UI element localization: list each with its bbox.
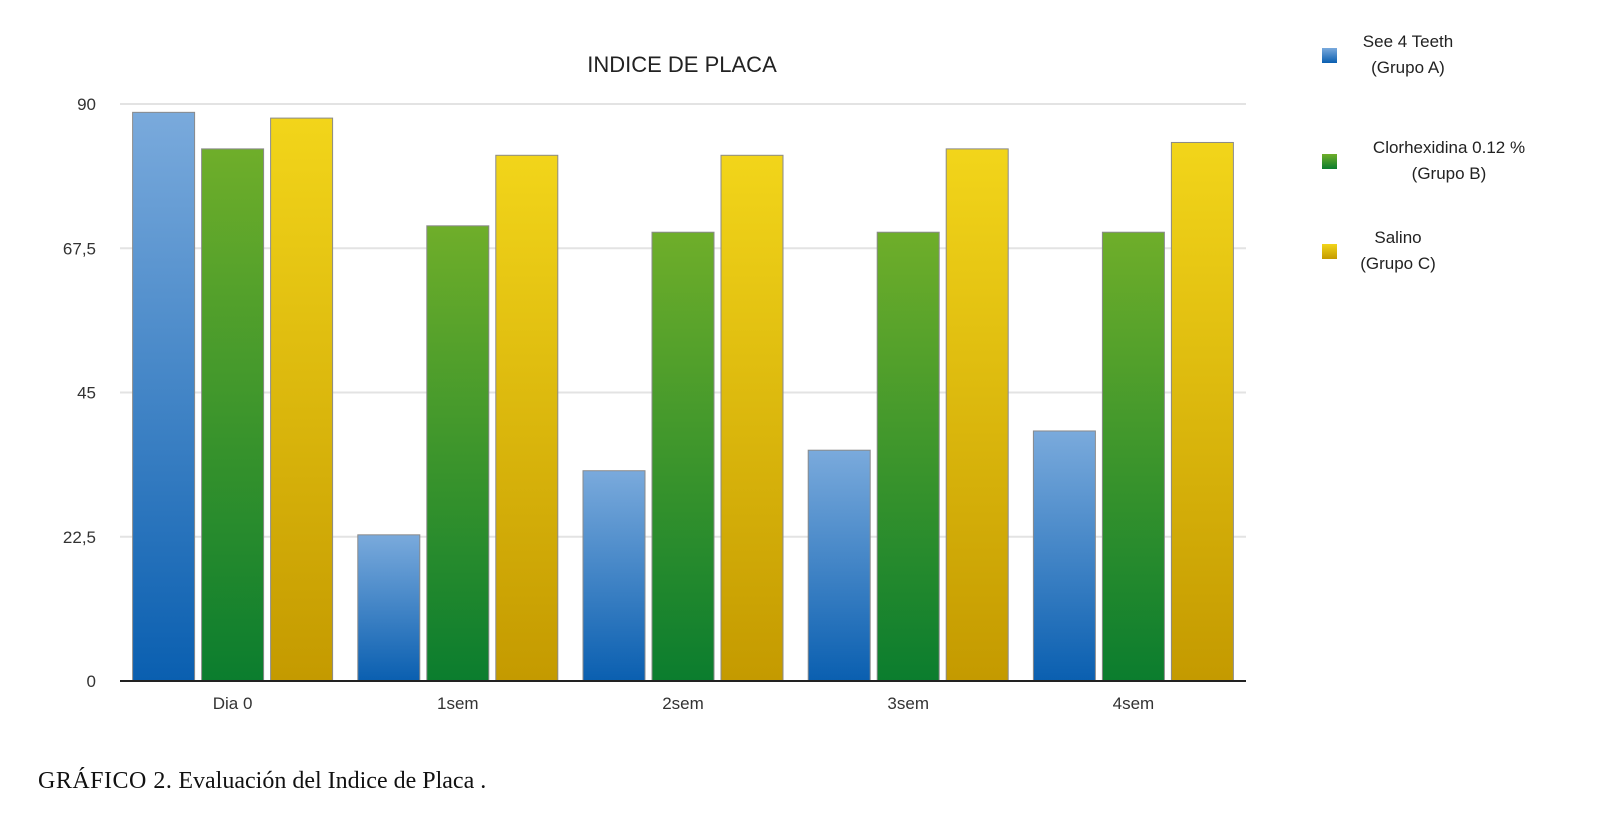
bar-grupo-c (270, 117, 334, 682)
bar-chart: INDICE DE PLACA 0 22,5 45 67,5 90 Dia 0 1sem 2s… (63, 32, 1525, 713)
chart-container: INDICE DE PLACA 0 22,5 45 67,5 90 Dia 0 1sem 2s… (63, 32, 1525, 713)
bar-grupo-c (495, 154, 559, 682)
bar-grupo-a (132, 111, 196, 682)
bar-grupo-c (1170, 141, 1234, 682)
figure-caption: GRÁFICO 2. Evaluación del Indice de Plac… (38, 768, 486, 795)
x-tick-label: 3sem (887, 694, 929, 713)
y-tick-label: 90 (77, 95, 96, 114)
legend-label: See 4 Teeth (1363, 32, 1453, 51)
x-tick-label: 4sem (1113, 694, 1155, 713)
bar-grupo-c (720, 154, 784, 682)
bar-grupo-b (876, 231, 940, 682)
bar-grupo-b (1101, 231, 1165, 682)
legend-label: (Grupo B) (1412, 164, 1487, 183)
x-tick-label: 2sem (662, 694, 704, 713)
legend-label: Salino (1374, 228, 1421, 247)
bar-grupo-a (1032, 430, 1096, 682)
bar-grupo-a (807, 449, 871, 682)
legend-label: (Grupo A) (1371, 58, 1445, 77)
legend-swatch (1322, 244, 1337, 259)
bar-grupo-b (651, 231, 715, 682)
y-tick-label: 67,5 (63, 239, 96, 258)
caption-text: Evaluación del Indice de Placa . (172, 768, 487, 794)
legend-label: (Grupo C) (1360, 254, 1436, 273)
y-tick-label: 0 (87, 672, 96, 691)
legend-swatch (1322, 48, 1337, 63)
bar-grupo-b (426, 225, 490, 682)
bar-grupo-b (201, 148, 265, 682)
chart-title: INDICE DE PLACA (587, 52, 777, 77)
y-tick-label: 22,5 (63, 528, 96, 547)
bar-grupo-a (582, 470, 646, 682)
bar-grupo-a (357, 534, 421, 682)
x-tick-label: Dia 0 (213, 694, 253, 713)
caption-label: GRÁFICO 2. (38, 768, 173, 794)
bar-grupo-c (945, 148, 1009, 682)
legend-swatch (1322, 154, 1337, 169)
x-tick-label: 1sem (437, 694, 479, 713)
legend-label: Clorhexidina 0.12 % (1373, 138, 1525, 157)
y-tick-label: 45 (77, 384, 96, 403)
